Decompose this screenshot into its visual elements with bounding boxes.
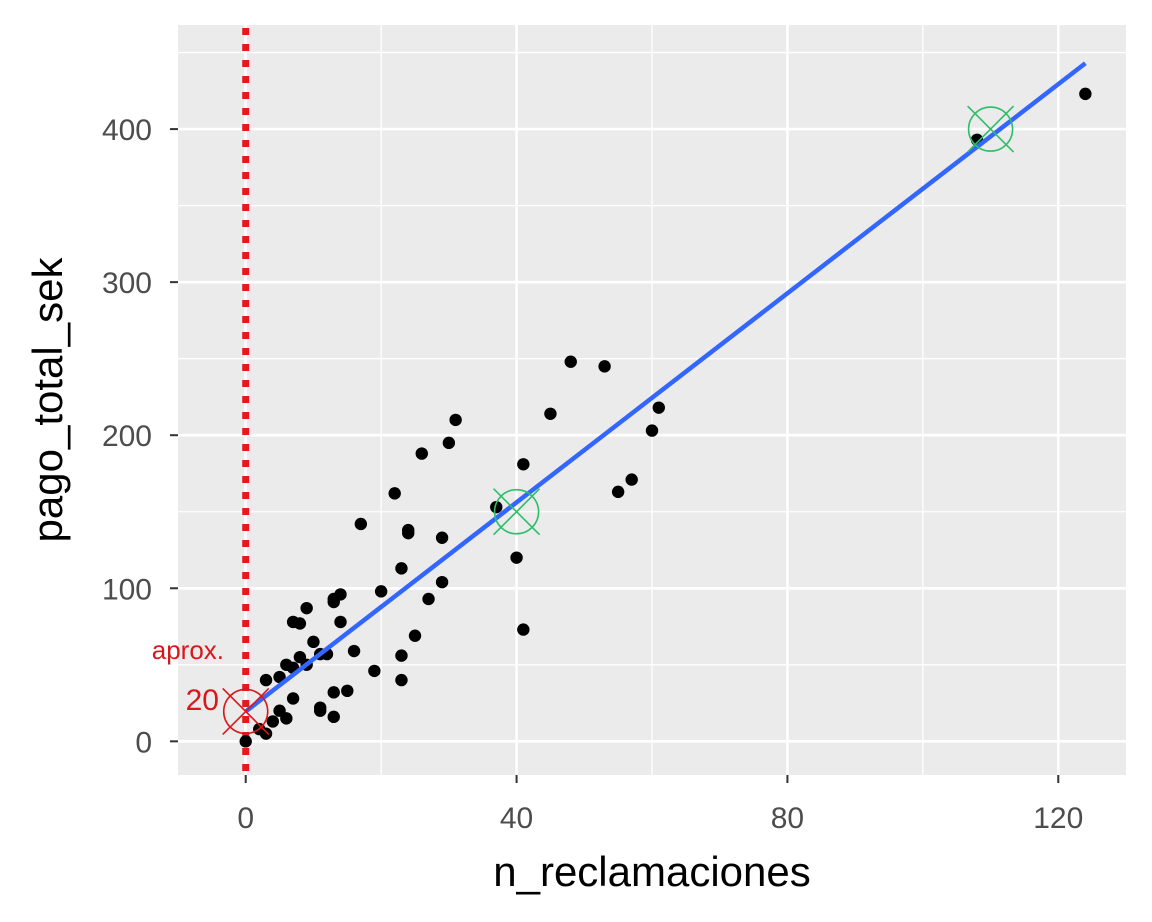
- data-point: [354, 517, 368, 531]
- data-point: [442, 436, 456, 450]
- data-point: [347, 644, 361, 658]
- data-point: [334, 588, 347, 601]
- highlight-markers: [222, 105, 1015, 736]
- data-point: [415, 447, 428, 460]
- highlight-cross: [967, 105, 1015, 153]
- axis-ticks: [170, 128, 1060, 783]
- annotation-aprox: aprox.: [152, 635, 224, 665]
- y-tick-label: 0: [135, 726, 152, 759]
- x-tick-label: 120: [1033, 802, 1083, 835]
- annotation-value: 20: [186, 684, 219, 717]
- highlight-cross: [222, 687, 270, 736]
- data-point: [239, 735, 252, 748]
- data-point: [395, 649, 408, 662]
- data-point: [259, 673, 273, 687]
- data-point: [544, 407, 557, 420]
- x-tick-label: 40: [500, 802, 533, 835]
- data-point: [300, 601, 313, 615]
- data-point: [402, 526, 415, 540]
- data-point: [652, 401, 665, 414]
- data-point: [341, 684, 354, 698]
- data-point: [645, 424, 659, 437]
- data-point: [307, 635, 320, 649]
- data-point: [435, 575, 449, 589]
- highlight-circle: [967, 106, 1014, 152]
- data-point: [435, 531, 449, 544]
- regression-line-group: [244, 61, 1087, 714]
- data-point: [259, 727, 273, 740]
- data-point: [408, 629, 422, 642]
- data-point: [314, 704, 327, 717]
- data-point: [510, 551, 523, 564]
- data-point: [293, 617, 307, 630]
- y-tick-label: 100: [102, 573, 152, 606]
- data-point: [449, 413, 462, 427]
- data-point: [395, 562, 408, 575]
- highlight-circle: [222, 688, 269, 735]
- data-point: [395, 673, 408, 687]
- data-point: [327, 710, 340, 724]
- data-point: [374, 585, 388, 598]
- data-point: [517, 623, 530, 636]
- data-point: [266, 715, 279, 728]
- data-point: [327, 686, 340, 699]
- highlight-cross: [493, 488, 541, 536]
- data-point: [368, 664, 381, 678]
- data-point: [286, 692, 300, 705]
- y-axis-title: pago_total_sek: [24, 257, 71, 543]
- y-tick-label: 300: [102, 267, 152, 300]
- x-axis-title: n_reclamaciones: [493, 848, 811, 895]
- tick-labels: 0 40 80 120 0 100 200 300 400: [102, 114, 1083, 835]
- data-point: [598, 360, 611, 373]
- data-point: [611, 485, 625, 499]
- x-tick-label: 80: [771, 802, 804, 835]
- y-tick-label: 400: [102, 114, 152, 147]
- data-point: [564, 355, 577, 368]
- data-point: [422, 592, 435, 606]
- highlight-circle: [493, 488, 540, 535]
- data-point: [517, 458, 530, 471]
- data-point: [334, 615, 347, 629]
- data-point: [490, 500, 503, 514]
- data-point: [625, 473, 638, 486]
- x-tick-label: 0: [237, 802, 254, 835]
- data-point: [280, 712, 293, 725]
- data-point: [388, 487, 401, 500]
- data-point: [1079, 87, 1092, 101]
- y-tick-label: 200: [102, 420, 152, 453]
- regression-line: [244, 61, 1087, 714]
- grid-lines: [178, 25, 1126, 775]
